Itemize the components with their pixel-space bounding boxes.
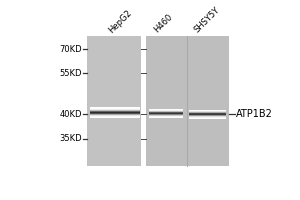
Bar: [90, 110, 140, 111]
Bar: [149, 114, 183, 115]
Bar: [149, 113, 183, 114]
Bar: [90, 108, 140, 109]
Bar: [149, 113, 183, 114]
Bar: [189, 117, 226, 118]
Bar: [90, 113, 140, 114]
Bar: [149, 110, 183, 111]
Bar: [189, 111, 226, 112]
Bar: [189, 117, 226, 118]
Bar: [189, 112, 226, 113]
Bar: [90, 108, 140, 109]
Bar: [90, 110, 140, 111]
Bar: [149, 115, 183, 116]
Text: 70KD: 70KD: [59, 45, 82, 54]
Text: SHSY5Y: SHSY5Y: [193, 6, 222, 35]
Bar: [149, 115, 183, 116]
Bar: [189, 112, 226, 113]
Bar: [90, 107, 140, 108]
Bar: [189, 113, 226, 114]
Bar: [189, 115, 226, 116]
Bar: [90, 112, 140, 113]
Bar: [189, 116, 226, 117]
Bar: [189, 110, 226, 111]
Bar: [90, 109, 140, 110]
Bar: [189, 118, 226, 119]
Bar: [189, 114, 226, 115]
Text: HepG2: HepG2: [107, 8, 134, 35]
Bar: [149, 117, 183, 118]
Bar: [149, 111, 183, 112]
Bar: [189, 114, 226, 115]
Bar: [90, 117, 140, 118]
Text: H460: H460: [152, 13, 174, 35]
Bar: [90, 111, 140, 112]
Text: 40KD: 40KD: [59, 110, 82, 119]
Bar: [149, 109, 183, 110]
Bar: [149, 117, 183, 118]
Text: 55KD: 55KD: [59, 69, 82, 78]
Text: 35KD: 35KD: [59, 134, 82, 143]
Bar: [88, 36, 141, 166]
Bar: [90, 116, 140, 117]
Bar: [189, 110, 226, 111]
Bar: [90, 114, 140, 115]
Bar: [90, 111, 140, 112]
Text: ATP1B2: ATP1B2: [236, 109, 273, 119]
Bar: [90, 112, 140, 113]
Bar: [146, 36, 229, 166]
Bar: [149, 112, 183, 113]
Bar: [90, 115, 140, 116]
Bar: [90, 109, 140, 110]
Bar: [149, 116, 183, 117]
Bar: [149, 110, 183, 111]
